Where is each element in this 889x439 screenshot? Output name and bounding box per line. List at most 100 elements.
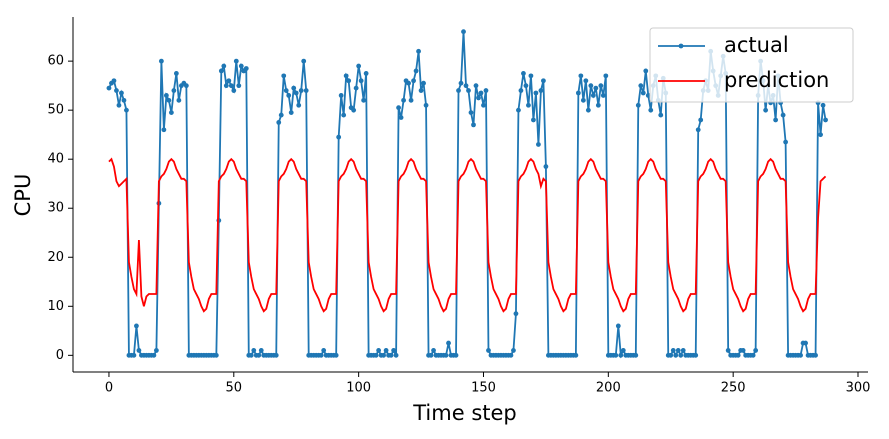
point bbox=[233, 58, 239, 64]
point bbox=[213, 352, 219, 358]
point bbox=[228, 83, 234, 89]
point bbox=[158, 58, 164, 64]
point bbox=[358, 78, 364, 84]
point bbox=[466, 88, 471, 93]
point bbox=[161, 127, 167, 133]
point bbox=[351, 107, 357, 113]
point bbox=[593, 85, 599, 91]
point bbox=[218, 68, 224, 74]
point bbox=[283, 88, 289, 93]
point bbox=[536, 142, 541, 147]
point bbox=[301, 58, 307, 64]
y-tick-label: 10 bbox=[47, 299, 64, 314]
point bbox=[173, 70, 179, 76]
point bbox=[116, 102, 122, 108]
point bbox=[508, 352, 514, 358]
point bbox=[798, 352, 803, 358]
point bbox=[620, 348, 626, 353]
point bbox=[463, 83, 469, 89]
point bbox=[600, 93, 606, 98]
point bbox=[643, 68, 649, 74]
point bbox=[473, 83, 479, 89]
point bbox=[468, 110, 474, 116]
point bbox=[478, 90, 484, 96]
point bbox=[396, 105, 401, 111]
point bbox=[413, 68, 419, 74]
point bbox=[675, 348, 681, 353]
point bbox=[124, 107, 129, 113]
y-axis-label: CPU bbox=[11, 174, 35, 217]
point bbox=[341, 112, 347, 118]
point bbox=[658, 112, 664, 118]
point bbox=[635, 102, 641, 108]
point bbox=[483, 88, 489, 93]
point bbox=[391, 348, 396, 353]
point bbox=[673, 352, 679, 358]
point bbox=[333, 352, 339, 358]
point bbox=[276, 120, 282, 125]
point bbox=[423, 102, 429, 108]
point bbox=[428, 352, 434, 358]
point bbox=[303, 88, 309, 93]
point bbox=[603, 73, 609, 79]
point bbox=[401, 97, 406, 103]
point bbox=[543, 164, 549, 169]
point bbox=[481, 102, 486, 108]
point bbox=[238, 63, 244, 69]
point bbox=[618, 352, 624, 358]
point bbox=[813, 352, 818, 358]
point bbox=[236, 83, 242, 89]
point bbox=[243, 66, 249, 71]
point bbox=[281, 73, 287, 79]
point bbox=[338, 93, 344, 98]
point bbox=[588, 83, 594, 89]
y-tick-label: 20 bbox=[47, 250, 64, 265]
point bbox=[511, 348, 516, 353]
point bbox=[231, 88, 237, 93]
y-tick-label: 30 bbox=[47, 201, 64, 216]
point bbox=[258, 348, 264, 353]
point bbox=[518, 88, 524, 93]
point bbox=[221, 63, 227, 69]
x-axis-label: Time step bbox=[412, 401, 517, 425]
point bbox=[321, 348, 327, 353]
point bbox=[476, 95, 481, 101]
legend-label: actual bbox=[724, 33, 789, 57]
point bbox=[453, 352, 459, 358]
point bbox=[531, 117, 536, 123]
point bbox=[293, 90, 299, 96]
point bbox=[638, 83, 644, 89]
point bbox=[773, 117, 779, 123]
point bbox=[725, 348, 731, 353]
point bbox=[168, 110, 174, 116]
y-tick-label: 40 bbox=[47, 152, 64, 167]
point bbox=[298, 88, 304, 93]
point bbox=[595, 102, 601, 108]
point bbox=[583, 78, 589, 84]
point bbox=[456, 88, 461, 93]
point bbox=[763, 107, 769, 113]
x-tick-label: 150 bbox=[471, 381, 496, 396]
point bbox=[388, 352, 394, 358]
point bbox=[648, 107, 654, 113]
point bbox=[251, 348, 257, 353]
point bbox=[408, 97, 414, 103]
point bbox=[526, 102, 531, 108]
point bbox=[590, 93, 596, 98]
point bbox=[575, 90, 581, 96]
point bbox=[114, 88, 119, 93]
point bbox=[398, 115, 404, 120]
point bbox=[633, 352, 639, 358]
point bbox=[353, 85, 359, 91]
point bbox=[693, 352, 699, 358]
point bbox=[256, 352, 262, 358]
point bbox=[818, 132, 823, 138]
x-tick-label: 250 bbox=[721, 381, 746, 396]
point bbox=[134, 323, 139, 329]
point bbox=[598, 83, 604, 89]
point bbox=[680, 348, 686, 353]
point bbox=[248, 352, 254, 358]
x-tick-label: 0 bbox=[105, 381, 113, 396]
point bbox=[443, 352, 449, 358]
point bbox=[288, 110, 294, 116]
